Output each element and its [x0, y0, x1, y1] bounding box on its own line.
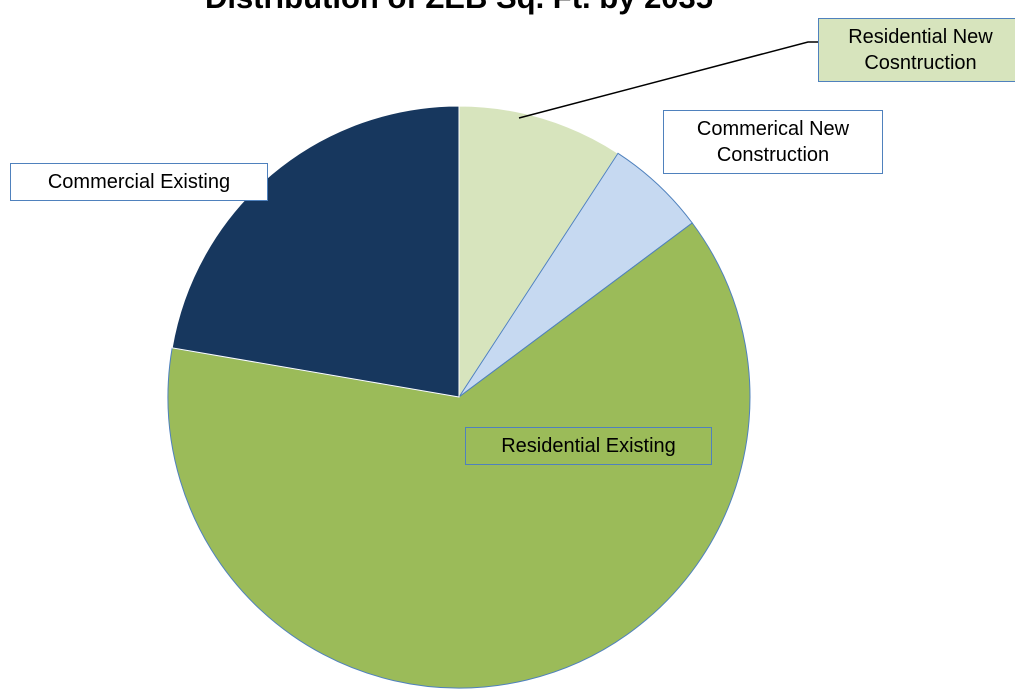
leader-line — [518, 41, 818, 119]
slice-label: Residential Existing — [465, 427, 712, 465]
chart-title: Distribution of ZEB Sq. Ft. by 2035 — [0, 0, 918, 16]
pie-slice — [167, 222, 751, 689]
slice-label: Residential New Cosntruction — [818, 18, 1015, 82]
slice-label: Commerical New Construction — [663, 110, 883, 174]
slice-label: Commercial Existing — [10, 163, 268, 201]
pie-slice — [458, 105, 619, 399]
pie-slice — [171, 105, 460, 398]
